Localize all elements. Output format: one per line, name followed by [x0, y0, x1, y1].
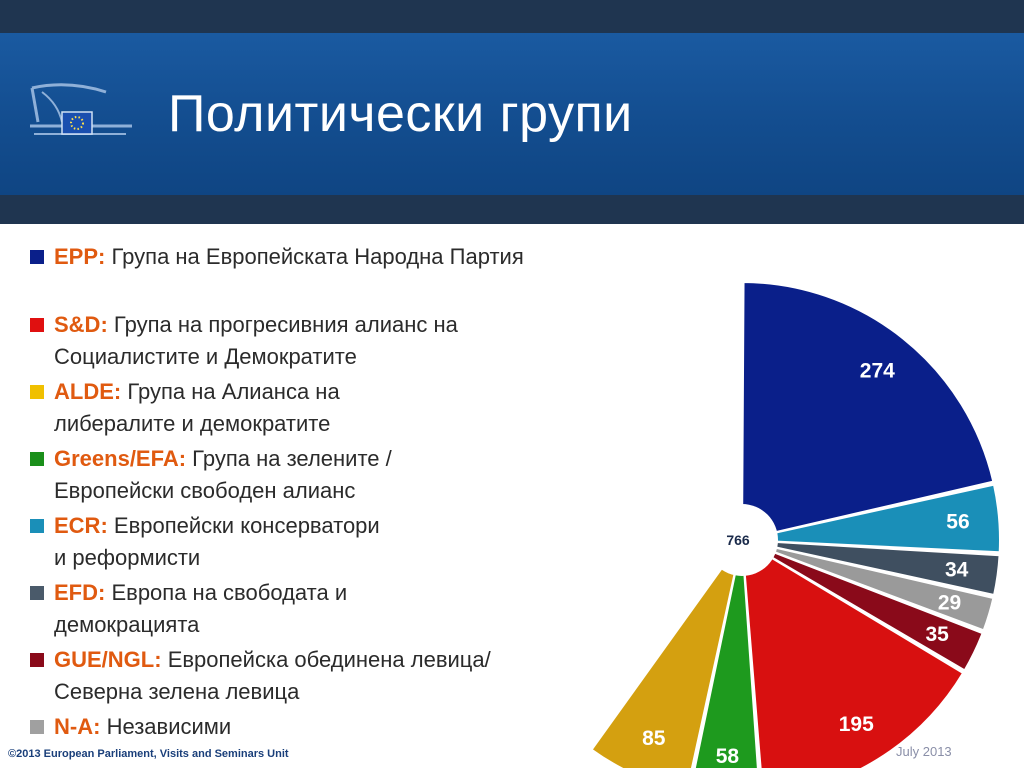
legend-item-epp: EPP: Група на Европейската Народна Парти…: [30, 241, 670, 273]
legend-code: EPP:: [54, 244, 106, 269]
legend-item-gue-ngl: GUE/NGL: Европейска обединена левица/ Се…: [30, 644, 670, 708]
footer-copyright: ©2013 European Parliament, Visits and Se…: [8, 748, 289, 760]
header-band: Политически групи: [0, 0, 1024, 224]
chart-total-label: 766: [726, 532, 750, 548]
legend-swatch: [30, 250, 44, 264]
legend-swatch: [30, 653, 44, 667]
legend-swatch: [30, 519, 44, 533]
legend-swatch: [30, 318, 44, 332]
legend-item-na: N-A: Независими: [30, 711, 670, 743]
page-title: Политически групи: [168, 85, 633, 143]
legend-swatch: [30, 720, 44, 734]
legend-item-sd: S&D: Група на прогресивния алианс на Соц…: [30, 309, 670, 373]
legend-code: N-A:: [54, 714, 101, 739]
legend-code: Greens/EFA:: [54, 446, 187, 471]
legend-code: ECR:: [54, 513, 108, 538]
legend-desc: Група на прогресивния алианс на Социалис…: [54, 312, 458, 369]
legend-desc: Група на зелените / Европейски свободен …: [54, 446, 392, 503]
legend-item-greens-efa: Greens/EFA: Група на зелените / Европейс…: [30, 443, 670, 507]
legend-desc: Независими: [106, 714, 232, 739]
legend-item-ecr: ECR: Европейски консерватори и реформист…: [30, 510, 670, 574]
legend-swatch: [30, 452, 44, 466]
legend-swatch: [30, 385, 44, 399]
legend-item-efd: EFD: Европа на свободата и демокрацията: [30, 577, 670, 641]
header-panel: [0, 33, 1024, 195]
legend-item-alde: ALDE: Група на Алианса на либералите и д…: [30, 376, 670, 440]
legend-code: ALDE:: [54, 379, 122, 404]
legend-desc: Европа на свободата и демокрацията: [54, 580, 348, 637]
legend-code: S&D:: [54, 312, 108, 337]
legend-desc: Група на Алианса на либералите и демокра…: [54, 379, 340, 436]
european-parliament-logo-icon: [30, 83, 132, 135]
legend-desc: Група на Европейската Народна Партия: [111, 244, 524, 269]
legend-desc: Европейска обединена левица/ Северна зел…: [54, 647, 491, 704]
legend-desc: Европейски консерватори и реформисти: [54, 513, 380, 570]
legend-swatch: [30, 586, 44, 600]
footer-date: July 2013: [896, 744, 952, 759]
legend: EPP: Група на Европейската Народна Парти…: [30, 241, 670, 746]
legend-code: EFD:: [54, 580, 106, 605]
legend-code: GUE/NGL:: [54, 647, 162, 672]
